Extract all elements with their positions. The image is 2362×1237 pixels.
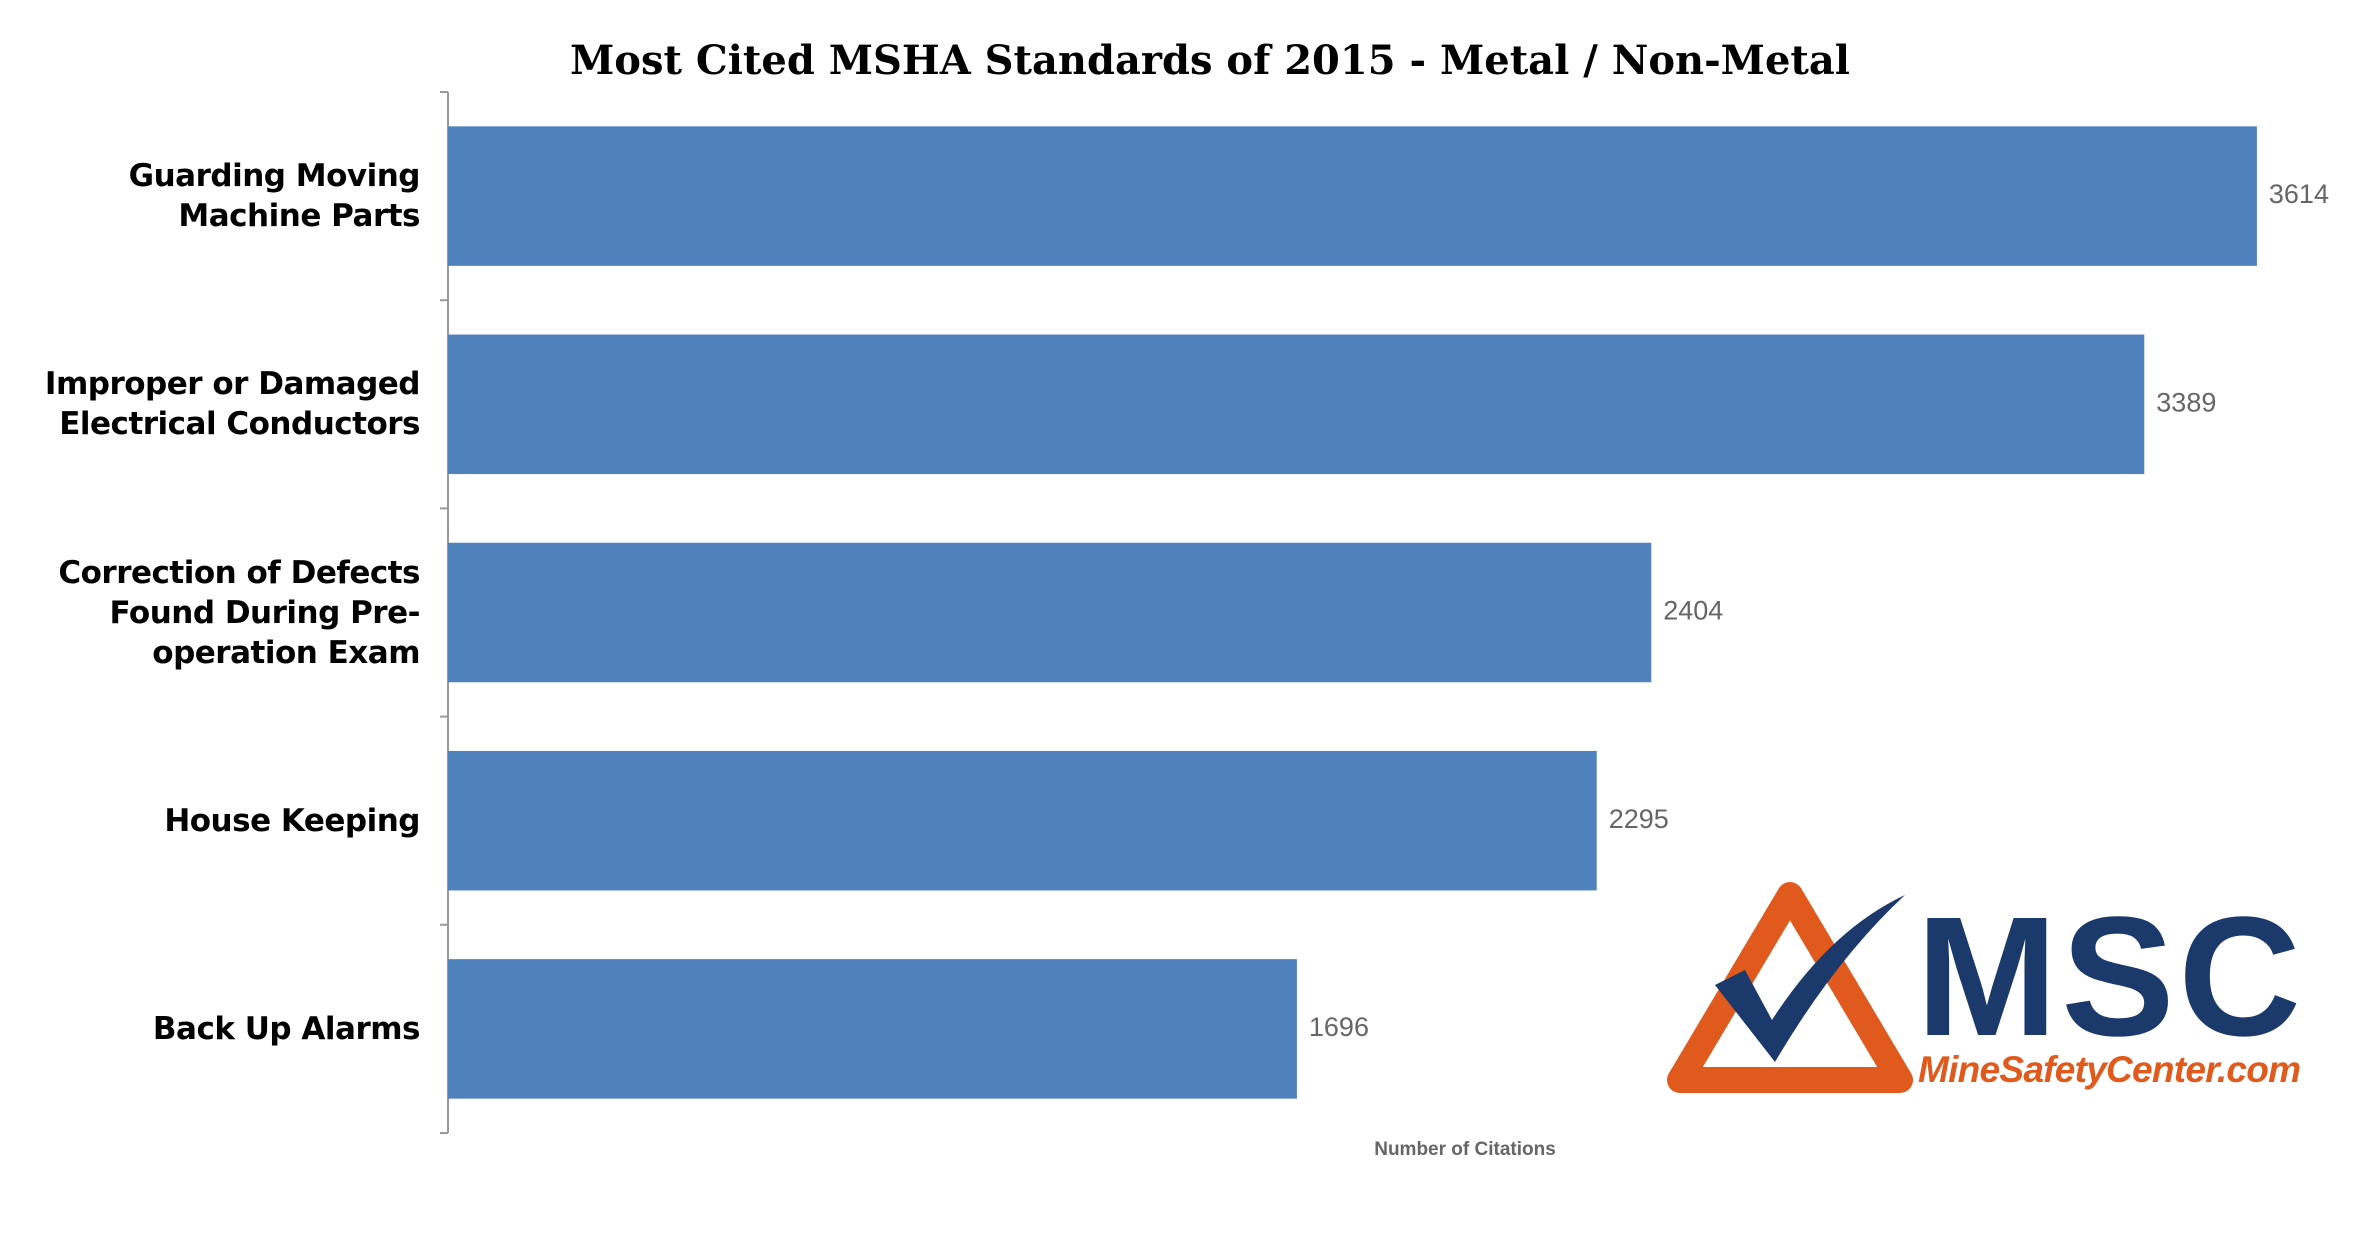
value-label: 2295 xyxy=(1609,804,1669,834)
value-label: 2404 xyxy=(1663,596,1723,626)
bar xyxy=(448,959,1297,1099)
bar xyxy=(448,126,2257,266)
logo-text: MSC xyxy=(1916,882,2301,1072)
category-label: Guarding Moving Machine Parts xyxy=(128,158,420,235)
bar xyxy=(448,542,1652,683)
category-label-wrap: Back Up Alarms xyxy=(20,949,420,1109)
category-label-wrap: Improper or Damaged Electrical Conductor… xyxy=(20,324,420,484)
category-label-box: House Keeping xyxy=(20,741,420,901)
category-label-wrap: Guarding Moving Machine Parts xyxy=(20,116,420,276)
chart-title: Most Cited MSHA Standards of 2015 - Meta… xyxy=(570,37,1850,84)
value-label: 3614 xyxy=(2269,179,2329,209)
bar xyxy=(448,750,1597,891)
category-label-box: Back Up Alarms xyxy=(20,949,420,1109)
category-label-wrap: Correction of Defects Found During Pre-o… xyxy=(20,533,420,693)
category-label-box: Correction of Defects Found During Pre-o… xyxy=(20,533,420,693)
category-label-wrap: House Keeping xyxy=(20,741,420,901)
category-label-box: Improper or Damaged Electrical Conductor… xyxy=(20,324,420,484)
value-label: 1696 xyxy=(1309,1012,1369,1042)
category-label: Back Up Alarms xyxy=(152,1010,420,1047)
category-label: Correction of Defects Found During Pre-o… xyxy=(58,554,420,671)
value-label: 3389 xyxy=(2156,387,2216,417)
bar xyxy=(448,334,2145,475)
logo-url: MineSafetyCenter.com xyxy=(1918,1049,2301,1090)
logo-check xyxy=(1715,895,1905,1062)
category-label: House Keeping xyxy=(164,802,420,839)
x-axis-label: Number of Citations xyxy=(1374,1139,1556,1160)
logo: MSC MineSafetyCenter.com xyxy=(1667,882,2301,1093)
category-label: Improper or Damaged Electrical Conductor… xyxy=(44,366,420,443)
category-label-box: Guarding Moving Machine Parts xyxy=(20,116,420,276)
